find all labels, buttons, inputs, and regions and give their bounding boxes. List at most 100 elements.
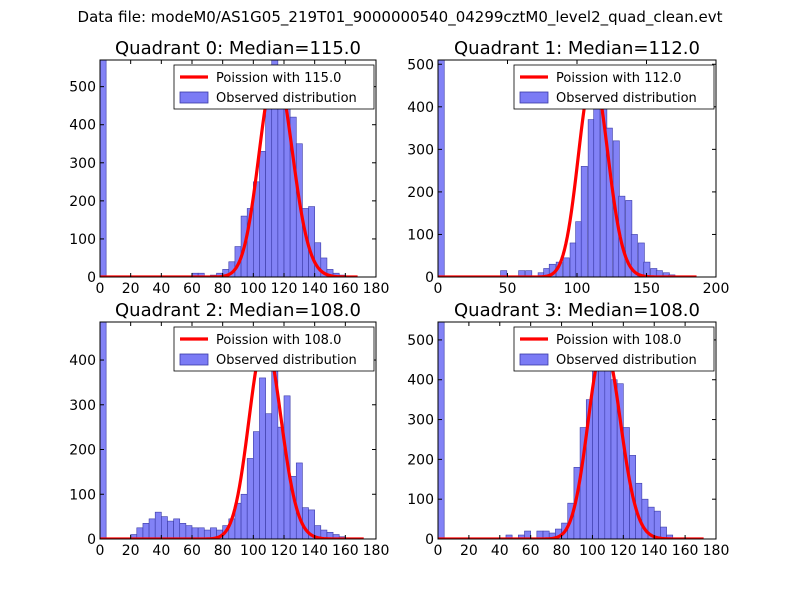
legend-label-poisson: Poission with 115.0 (216, 71, 341, 86)
x-tick-label: 140 (301, 281, 328, 297)
x-tick-label: 60 (183, 281, 201, 297)
legend-bar-swatch (519, 353, 549, 366)
legend-bar-swatch (179, 353, 209, 366)
y-tick-label: 200 (69, 443, 96, 459)
histogram-bar (604, 363, 612, 539)
y-tick-label: 0 (425, 532, 434, 548)
histogram-bar (562, 257, 570, 277)
y-tick-label: 300 (407, 413, 434, 429)
histogram-bar (610, 379, 618, 539)
x-tick-label: 60 (183, 543, 201, 559)
x-tick-label: 100 (240, 281, 267, 297)
y-tick-label: 100 (69, 232, 96, 248)
x-tick-label: 20 (122, 281, 140, 297)
histogram-bar (259, 151, 266, 277)
x-tick-label: 120 (271, 281, 298, 297)
poisson-curve-line (100, 338, 364, 539)
x-tick-label: 20 (460, 543, 478, 559)
x-tick-label: 160 (672, 543, 699, 559)
histogram-bar (295, 462, 303, 539)
q2-title: Quadrant 2: Median=108.0 (115, 300, 361, 321)
q0-plot-area (100, 60, 358, 277)
x-tick-label: 180 (703, 543, 730, 559)
histogram-bar (505, 534, 513, 539)
histogram-bar (154, 511, 162, 539)
histogram-bar (253, 431, 260, 539)
histogram-bar (136, 527, 144, 539)
histogram-bar (308, 206, 315, 277)
y-tick-label: 200 (69, 194, 96, 210)
q0-axes-frame (99, 59, 377, 278)
y-tick-label: 100 (407, 227, 434, 243)
q0-legend: Poission with 115.0 Observed distribution (173, 64, 375, 110)
x-tick-label: 40 (152, 281, 170, 297)
x-tick-label: 120 (610, 543, 637, 559)
x-tick-label: 100 (579, 543, 606, 559)
y-tick-label: 0 (87, 532, 96, 548)
x-tick-label: 0 (96, 543, 105, 559)
histogram-bar (438, 60, 445, 277)
histogram-bar (161, 516, 168, 539)
x-tick-label: 160 (332, 543, 359, 559)
histogram-bar (179, 523, 187, 539)
legend-label-observed: Observed distribution (556, 353, 697, 368)
histogram-bar (653, 510, 661, 539)
x-tick-label: 180 (363, 281, 390, 297)
quadrant-3-panel: 0 20 40 60 80 100 120 140 160 1800100200300400500… (407, 300, 729, 559)
y-tick-label: 400 (407, 373, 434, 389)
legend-label-observed: Observed distribution (556, 91, 697, 106)
quadrant-2-panel: 0 20 40 60 80 100 120 140 160 1800100200300400Qua… (69, 300, 389, 559)
poisson-curve-line (100, 67, 358, 277)
figure-suptitle: Data file: modeM0/AS1G05_219T01_90000005… (77, 8, 723, 26)
y-tick-label: 400 (69, 353, 96, 369)
legend-bar-swatch (519, 91, 549, 104)
x-tick-label: 160 (332, 281, 359, 297)
x-tick-label: 0 (434, 543, 443, 559)
y-tick-label: 0 (425, 270, 434, 286)
x-tick-label: 80 (214, 543, 232, 559)
x-tick-label: 140 (301, 543, 328, 559)
x-tick-label: 200 (703, 281, 730, 297)
x-tick-label: 140 (641, 543, 668, 559)
histogram-bar (660, 526, 667, 539)
y-tick-label: 400 (69, 118, 96, 134)
x-tick-label: 40 (491, 543, 509, 559)
histogram-bar (142, 523, 150, 539)
y-tick-label: 200 (407, 185, 434, 201)
x-tick-label: 80 (553, 543, 571, 559)
x-tick-label: 50 (499, 281, 517, 297)
x-tick-label: 0 (434, 281, 443, 297)
y-tick-label: 400 (407, 100, 434, 116)
histogram-bar (598, 355, 606, 539)
histogram-bar (259, 377, 266, 539)
q3-legend: Poission with 108.0 Observed distribution (513, 326, 715, 372)
histogram-bar (100, 322, 107, 539)
y-tick-label: 100 (407, 492, 434, 508)
histogram-bar (580, 166, 588, 277)
x-tick-label: 80 (214, 281, 232, 297)
q2-plot-area (100, 322, 364, 539)
legend-label-poisson: Poission with 108.0 (556, 333, 681, 348)
histogram-bar (593, 89, 601, 277)
histogram-bar (438, 322, 445, 539)
histogram-bar (197, 527, 205, 539)
y-tick-label: 300 (407, 142, 434, 158)
histogram-bar (246, 458, 254, 539)
q3-title: Quadrant 3: Median=108.0 (454, 300, 700, 321)
histogram-bar (185, 525, 193, 539)
x-tick-label: 100 (564, 281, 591, 297)
q1-title: Quadrant 1: Median=112.0 (454, 38, 700, 59)
poisson-curve-line (438, 342, 704, 539)
q0-title: Quadrant 0: Median=115.0 (115, 38, 361, 59)
q1-legend: Poission with 112.0 Observed distribution (513, 64, 715, 110)
q2-axes-frame (99, 321, 377, 540)
histogram-bar (240, 493, 248, 539)
histogram-bar (197, 272, 205, 277)
quadrant-1-panel: 0 50 100 150 200 0 100 200 300 400 500 Quadrant 1: … (407, 38, 729, 297)
y-tick-label: 100 (69, 487, 96, 503)
histogram-bar (265, 105, 273, 277)
x-tick-label: 40 (152, 543, 170, 559)
histogram-bar (637, 242, 645, 277)
histogram-bar (173, 518, 181, 539)
